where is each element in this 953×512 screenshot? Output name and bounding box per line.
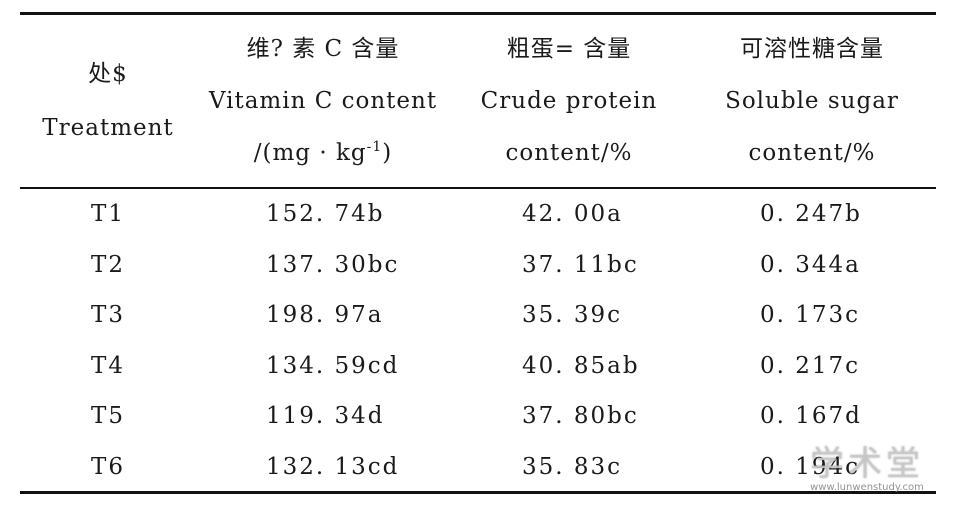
cell-vitamin-c: 119. 34d	[266, 403, 385, 430]
cell-soluble-sugar: 0. 247b	[760, 201, 862, 228]
cell-vitamin-c: 132. 13cd	[266, 453, 400, 480]
header-vitamin-c-en: Vitamin C content	[208, 88, 438, 114]
cell-treatment: T2	[91, 251, 125, 278]
table-header-rule	[20, 187, 936, 189]
cell-vitamin-c: 134. 59cd	[266, 352, 400, 379]
cell-soluble-sugar: 0. 344a	[760, 251, 861, 278]
unit-close: )	[382, 140, 393, 166]
header-soluble-sugar-en: Soluble sugar	[725, 88, 899, 114]
header-crude-protein-en: Crude protein	[480, 88, 658, 114]
header-treatment-en: Treatment	[42, 115, 174, 141]
cell-treatment: T4	[91, 352, 125, 379]
cell-treatment: T1	[91, 201, 125, 228]
cell-crude-protein: 40. 85ab	[522, 352, 640, 379]
unit-exponent: -1	[366, 139, 383, 155]
header-crude-protein-unit: content/%	[505, 140, 633, 166]
data-table: 处$ Treatment 维? 素 C 含量 Vitamin C content…	[20, 12, 936, 494]
cell-soluble-sugar: 0. 173c	[760, 302, 861, 329]
header-crude-protein-zh: 粗蛋= 含量	[506, 36, 632, 62]
table-header: 处$ Treatment 维? 素 C 含量 Vitamin C content…	[20, 15, 936, 187]
cell-soluble-sugar: 0. 194c	[760, 453, 861, 480]
table-bottom-rule	[20, 491, 936, 494]
cell-crude-protein: 37. 80bc	[522, 403, 639, 430]
cell-vitamin-c: 198. 97a	[266, 302, 384, 329]
header-treatment-zh: 处$	[88, 61, 128, 87]
header-soluble-sugar: 可溶性糖含量 Soluble sugar content/%	[688, 15, 936, 187]
header-treatment: 处$ Treatment	[20, 15, 196, 187]
table-row: T5 119. 34d 37. 80bc 0. 167d	[20, 391, 936, 442]
cell-soluble-sugar: 0. 217c	[760, 352, 861, 379]
cell-crude-protein: 42. 00a	[522, 201, 623, 228]
cell-treatment: T5	[91, 403, 125, 430]
header-soluble-sugar-zh: 可溶性糖含量	[740, 36, 884, 62]
cell-vitamin-c: 152. 74b	[266, 201, 385, 228]
table-row: T1 152. 74b 42. 00a 0. 247b	[20, 189, 936, 240]
cell-soluble-sugar: 0. 167d	[760, 403, 862, 430]
cell-crude-protein: 37. 11bc	[522, 251, 639, 278]
table-body: T1 152. 74b 42. 00a 0. 247b T2 137. 30bc…	[20, 189, 936, 491]
cell-crude-protein: 35. 83c	[522, 453, 623, 480]
header-vitamin-c-zh: 维? 素 C 含量	[246, 36, 400, 62]
table-row: T6 132. 13cd 35. 83c 0. 194c	[20, 442, 936, 493]
cell-crude-protein: 35. 39c	[522, 302, 623, 329]
header-vitamin-c: 维? 素 C 含量 Vitamin C content /(mg · kg-1)	[196, 15, 450, 187]
table-row: T2 137. 30bc 37. 11bc 0. 344a	[20, 240, 936, 291]
cell-vitamin-c: 137. 30bc	[266, 251, 400, 278]
table-row: T4 134. 59cd 40. 85ab 0. 217c	[20, 341, 936, 392]
header-crude-protein: 粗蛋= 含量 Crude protein content/%	[450, 15, 688, 187]
unit-base: /(mg · kg	[253, 140, 367, 166]
cell-treatment: T6	[91, 453, 125, 480]
header-vitamin-c-unit: /(mg · kg-1)	[254, 127, 392, 179]
table-top-rule	[20, 12, 936, 15]
table-row: T3 198. 97a 35. 39c 0. 173c	[20, 290, 936, 341]
cell-treatment: T3	[91, 302, 125, 329]
header-soluble-sugar-unit: content/%	[748, 140, 876, 166]
